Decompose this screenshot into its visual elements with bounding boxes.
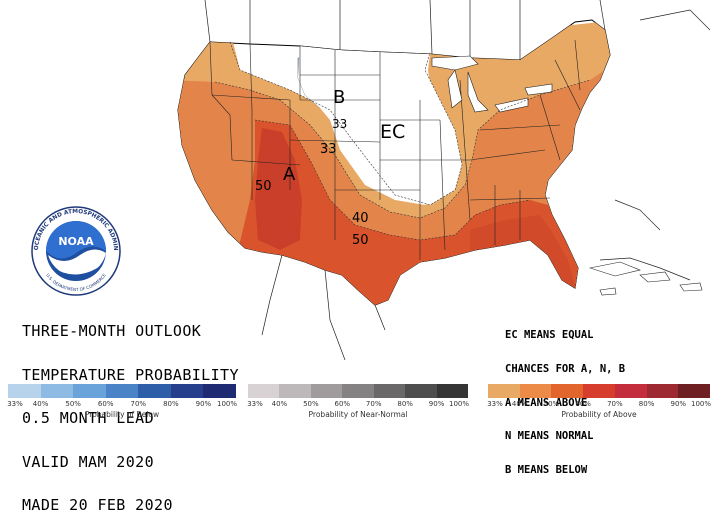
scale-above-swatch — [678, 384, 710, 398]
scale-above-swatch — [519, 384, 552, 398]
map-label-b: B — [333, 87, 345, 108]
outlook-map: B 33 EC 33 A 50 40 50 — [177, 0, 711, 361]
scale-below-tick: 90% — [195, 400, 212, 408]
legend-note-line-1: EC MEANS EQUAL — [505, 329, 594, 342]
scale-normal-tick: 90% — [428, 400, 445, 408]
scale-normal-swatch — [310, 384, 343, 398]
scale-below-swatch — [105, 384, 139, 398]
map-label-ec: EC — [380, 121, 405, 143]
scale-above-title: Probability of Above — [561, 410, 637, 419]
scale-normal-swatch — [342, 384, 374, 398]
scale-below: 33% 40% 50% 60% 70% 80% 90% 100% Probability of… — [7, 384, 238, 420]
scale-above-tick: 70% — [607, 400, 623, 408]
scale-normal-swatch — [248, 384, 280, 398]
caribbean-islands — [588, 261, 703, 296]
scale-below-swatch — [73, 384, 106, 398]
scale-above-tick: 60% — [575, 400, 591, 408]
scale-normal-swatch — [405, 384, 437, 398]
scale-normal-swatch — [279, 384, 311, 398]
ec-region-north — [240, 42, 455, 205]
scale-below-ticks: 33% 40% 50% 60% 70% 80% 90% 100% — [7, 400, 238, 410]
map-label-50-se: 50 — [352, 233, 369, 248]
scale-below-tick: 60% — [97, 400, 114, 408]
scale-normal-swatch — [436, 384, 468, 398]
scale-above-swatch — [646, 384, 679, 398]
scale-normal-tick: 50% — [303, 400, 319, 408]
title-line-5: MADE 20 FEB 2020 — [22, 496, 173, 514]
legend-note-line-3: A MEANS ABOVE — [505, 396, 588, 409]
scale-above-tick: 40% — [511, 400, 528, 408]
title-line-1: THREE-MONTH OUTLOOK — [22, 322, 202, 340]
scale-below-title: Probability of Below — [84, 410, 160, 419]
scale-above-swatch — [614, 384, 647, 398]
map-label-33-north: 33 — [332, 117, 347, 131]
scale-below-tick: 80% — [163, 400, 179, 408]
scale-above: 33% 40% 50% 60% 70% 80% 90% 100% Probability of… — [487, 384, 712, 420]
scale-below-swatches — [8, 384, 236, 398]
title-line-2: TEMPERATURE PROBABILITY — [22, 365, 239, 384]
scale-above-ticks: 33% 40% 50% 60% 70% 80% 90% 100% — [487, 400, 712, 410]
scale-normal-title: Probability of Near-Normal — [308, 410, 408, 419]
map-label-40: 40 — [352, 211, 369, 226]
scale-normal-swatch — [373, 384, 406, 398]
scale-below-tick: 33% — [7, 400, 23, 408]
scale-normal-tick: 60% — [334, 400, 351, 408]
scale-above-tick: 80% — [638, 400, 655, 408]
scale-above-swatch — [488, 384, 520, 398]
scale-below-swatch — [40, 384, 74, 398]
noaa-logo: NATIONAL OCEANIC AND ATMOSPHERIC ADMINIS… — [30, 205, 121, 296]
probability-contours — [214, 41, 591, 241]
scale-below-swatch — [203, 384, 236, 398]
scale-normal-tick: 40% — [271, 400, 288, 408]
scale-normal-tick: 33% — [247, 400, 263, 408]
scale-above-swatch — [551, 384, 584, 398]
scale-above-tick: 33% — [487, 400, 503, 408]
scale-below-swatch — [8, 384, 41, 398]
legend-note-line-5: B MEANS BELOW — [505, 463, 588, 476]
above-50-se-region — [470, 215, 576, 290]
scale-normal-ticks: 33% 40% 50% 60% 70% 80% 90% 100% — [247, 400, 470, 410]
scale-normal-tick: 100% — [448, 400, 470, 408]
legend-note-line-4: N MEANS NORMAL — [505, 430, 594, 443]
scale-above-tick: 100% — [690, 400, 712, 408]
scale-above-tick: 50% — [543, 400, 560, 408]
great-lakes — [431, 55, 553, 113]
map-label-a: A — [283, 164, 296, 185]
scale-above-tick: 90% — [670, 400, 687, 408]
state-boundaries — [209, 39, 581, 260]
map-label-50-sw: 50 — [255, 179, 272, 194]
neighbor-borders — [204, 0, 711, 361]
map-label-33-mid: 33 — [320, 142, 337, 157]
legend-note-line-2: CHANCES FOR A, N, B — [505, 363, 626, 375]
scale-below-tick: 40% — [32, 400, 49, 408]
scale-above-swatch — [583, 384, 615, 398]
title-line-4: VALID MAM 2020 — [22, 452, 155, 471]
noaa-wordmark: NOAA — [58, 235, 94, 248]
scale-normal-tick: 80% — [397, 400, 413, 408]
scale-below-swatch — [138, 384, 171, 398]
scale-below-tick: 100% — [216, 400, 238, 408]
scale-normal-swatches — [248, 384, 468, 398]
scale-below-tick: 70% — [130, 400, 147, 408]
scale-below-swatch — [170, 384, 204, 398]
scale-above-swatches — [488, 384, 710, 398]
scale-normal-tick: 70% — [365, 400, 382, 408]
scale-normal: 33% 40% 50% 60% 70% 80% 90% 100% Probability of… — [247, 384, 470, 420]
scale-below-tick: 50% — [65, 400, 81, 408]
